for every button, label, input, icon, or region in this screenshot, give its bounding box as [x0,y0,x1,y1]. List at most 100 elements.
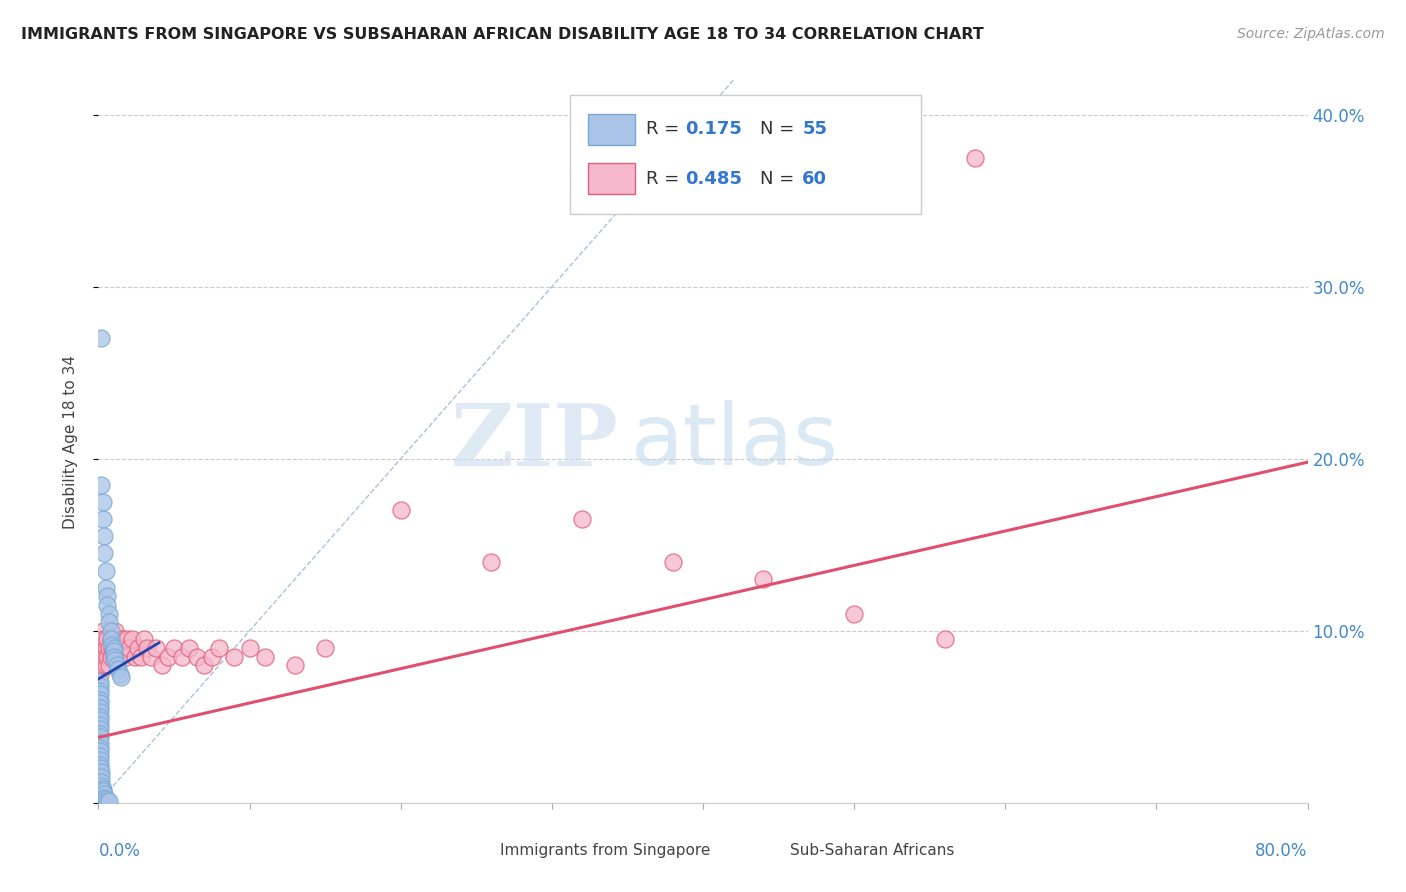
Point [91,784,114,798]
FancyBboxPatch shape [588,163,636,194]
Point [90,632,112,647]
Point [91,658,114,673]
Point [100,632,122,647]
Point [115,632,138,647]
Point [100,649,122,664]
FancyBboxPatch shape [458,838,494,862]
Point [208,640,231,655]
Point [89,718,111,732]
Point [98,607,121,621]
Point [105,640,128,655]
Point [104,624,127,638]
Point [89,705,111,719]
Point [104,653,127,667]
Text: 0.485: 0.485 [685,169,742,187]
Point [98,615,121,630]
Point [89,740,111,755]
Point [89,679,111,693]
Point [89,701,111,715]
Point [965,151,987,165]
Point [186,649,208,664]
Text: R =: R = [647,169,685,187]
Point [112,640,135,655]
Point [89,749,111,764]
Point [93,529,115,543]
Point [96,794,118,808]
Point [93,649,115,664]
Point [193,658,215,673]
Point [93,632,115,647]
Point [170,649,193,664]
Point [96,632,118,647]
Point [90,764,112,779]
Point [94,564,117,578]
Point [91,782,114,797]
Point [93,790,115,805]
Text: 0.0%: 0.0% [98,842,141,860]
Text: R =: R = [647,120,685,138]
Point [89,761,111,775]
Point [103,632,125,647]
Text: Source: ZipAtlas.com: Source: ZipAtlas.com [1237,27,1385,41]
Point [89,727,111,741]
Point [239,640,262,655]
Point [150,658,173,673]
Text: 80.0%: 80.0% [1256,842,1308,860]
Point [90,649,112,664]
Point [94,792,117,806]
Point [110,640,132,655]
Point [284,658,307,673]
Point [118,640,141,655]
Point [90,477,112,491]
Point [89,692,111,706]
Point [934,632,956,647]
Point [108,632,131,647]
Point [103,640,125,655]
Point [141,649,163,664]
Point [201,649,224,664]
Point [179,640,201,655]
Point [145,640,167,655]
Point [844,607,866,621]
Point [121,632,143,647]
Point [481,555,503,569]
Point [132,632,155,647]
Point [91,624,114,638]
Point [89,758,111,772]
Point [91,640,114,655]
Point [89,684,111,698]
Point [91,494,114,508]
Point [96,649,118,664]
Text: atlas: atlas [630,400,838,483]
Text: 0.175: 0.175 [685,120,742,138]
Point [389,503,412,517]
Point [89,666,111,681]
Point [661,555,683,569]
Text: Immigrants from Singapore: Immigrants from Singapore [501,843,710,858]
Point [94,581,117,595]
Point [110,670,132,684]
Point [111,632,134,647]
Point [98,794,121,808]
Text: ZIP: ZIP [450,400,619,483]
Point [93,546,115,560]
Point [253,649,276,664]
Point [114,649,136,664]
Point [94,640,117,655]
Point [98,640,121,655]
FancyBboxPatch shape [749,838,785,862]
Point [96,590,118,604]
Point [90,331,112,345]
Point [107,649,129,664]
Point [89,696,111,710]
Point [163,640,186,655]
Point [571,512,593,526]
Point [103,649,125,664]
Point [89,744,111,758]
Point [100,632,122,647]
Point [103,644,125,658]
Point [89,640,111,655]
Point [89,731,111,745]
Point [89,710,111,724]
Point [96,598,118,612]
